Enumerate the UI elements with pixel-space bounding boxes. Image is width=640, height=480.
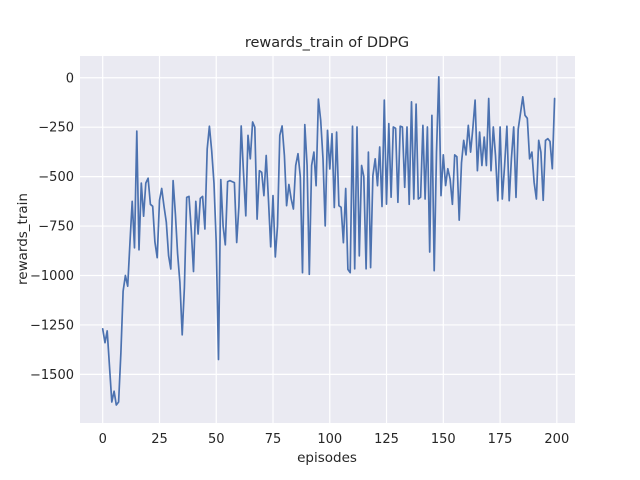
x-tick-label: 0 (99, 432, 107, 447)
x-axis-label: episodes (297, 450, 357, 466)
chart-title: rewards_train of DDPG (245, 35, 409, 51)
x-axis-tick-labels: 0 25 50 75 100 125 150 175 200 (99, 432, 570, 447)
y-axis-tick-labels: 0 −250 −500 −750 −1000 −1250 −1500 (30, 71, 74, 383)
x-tick-label: 150 (431, 432, 456, 447)
plot-area (80, 56, 575, 423)
rewards-train-line-series (101, 75, 556, 406)
x-tick-label: 200 (544, 432, 569, 447)
x-tick-label: 125 (374, 432, 399, 447)
y-tick-label: −1000 (30, 269, 74, 284)
x-tick-label: 100 (317, 432, 342, 447)
x-tick-label: 75 (265, 432, 282, 447)
y-tick-label: 0 (66, 71, 74, 86)
y-tick-label: −500 (38, 170, 74, 185)
y-tick-label: −250 (38, 121, 74, 136)
y-tick-label: −750 (38, 220, 74, 235)
y-tick-label: −1500 (30, 368, 74, 383)
x-tick-label: 25 (151, 432, 168, 447)
x-tick-label: 175 (488, 432, 513, 447)
y-tick-label: −1250 (30, 318, 74, 333)
x-tick-label: 50 (208, 432, 225, 447)
y-axis-label: rewards_train (15, 193, 31, 285)
